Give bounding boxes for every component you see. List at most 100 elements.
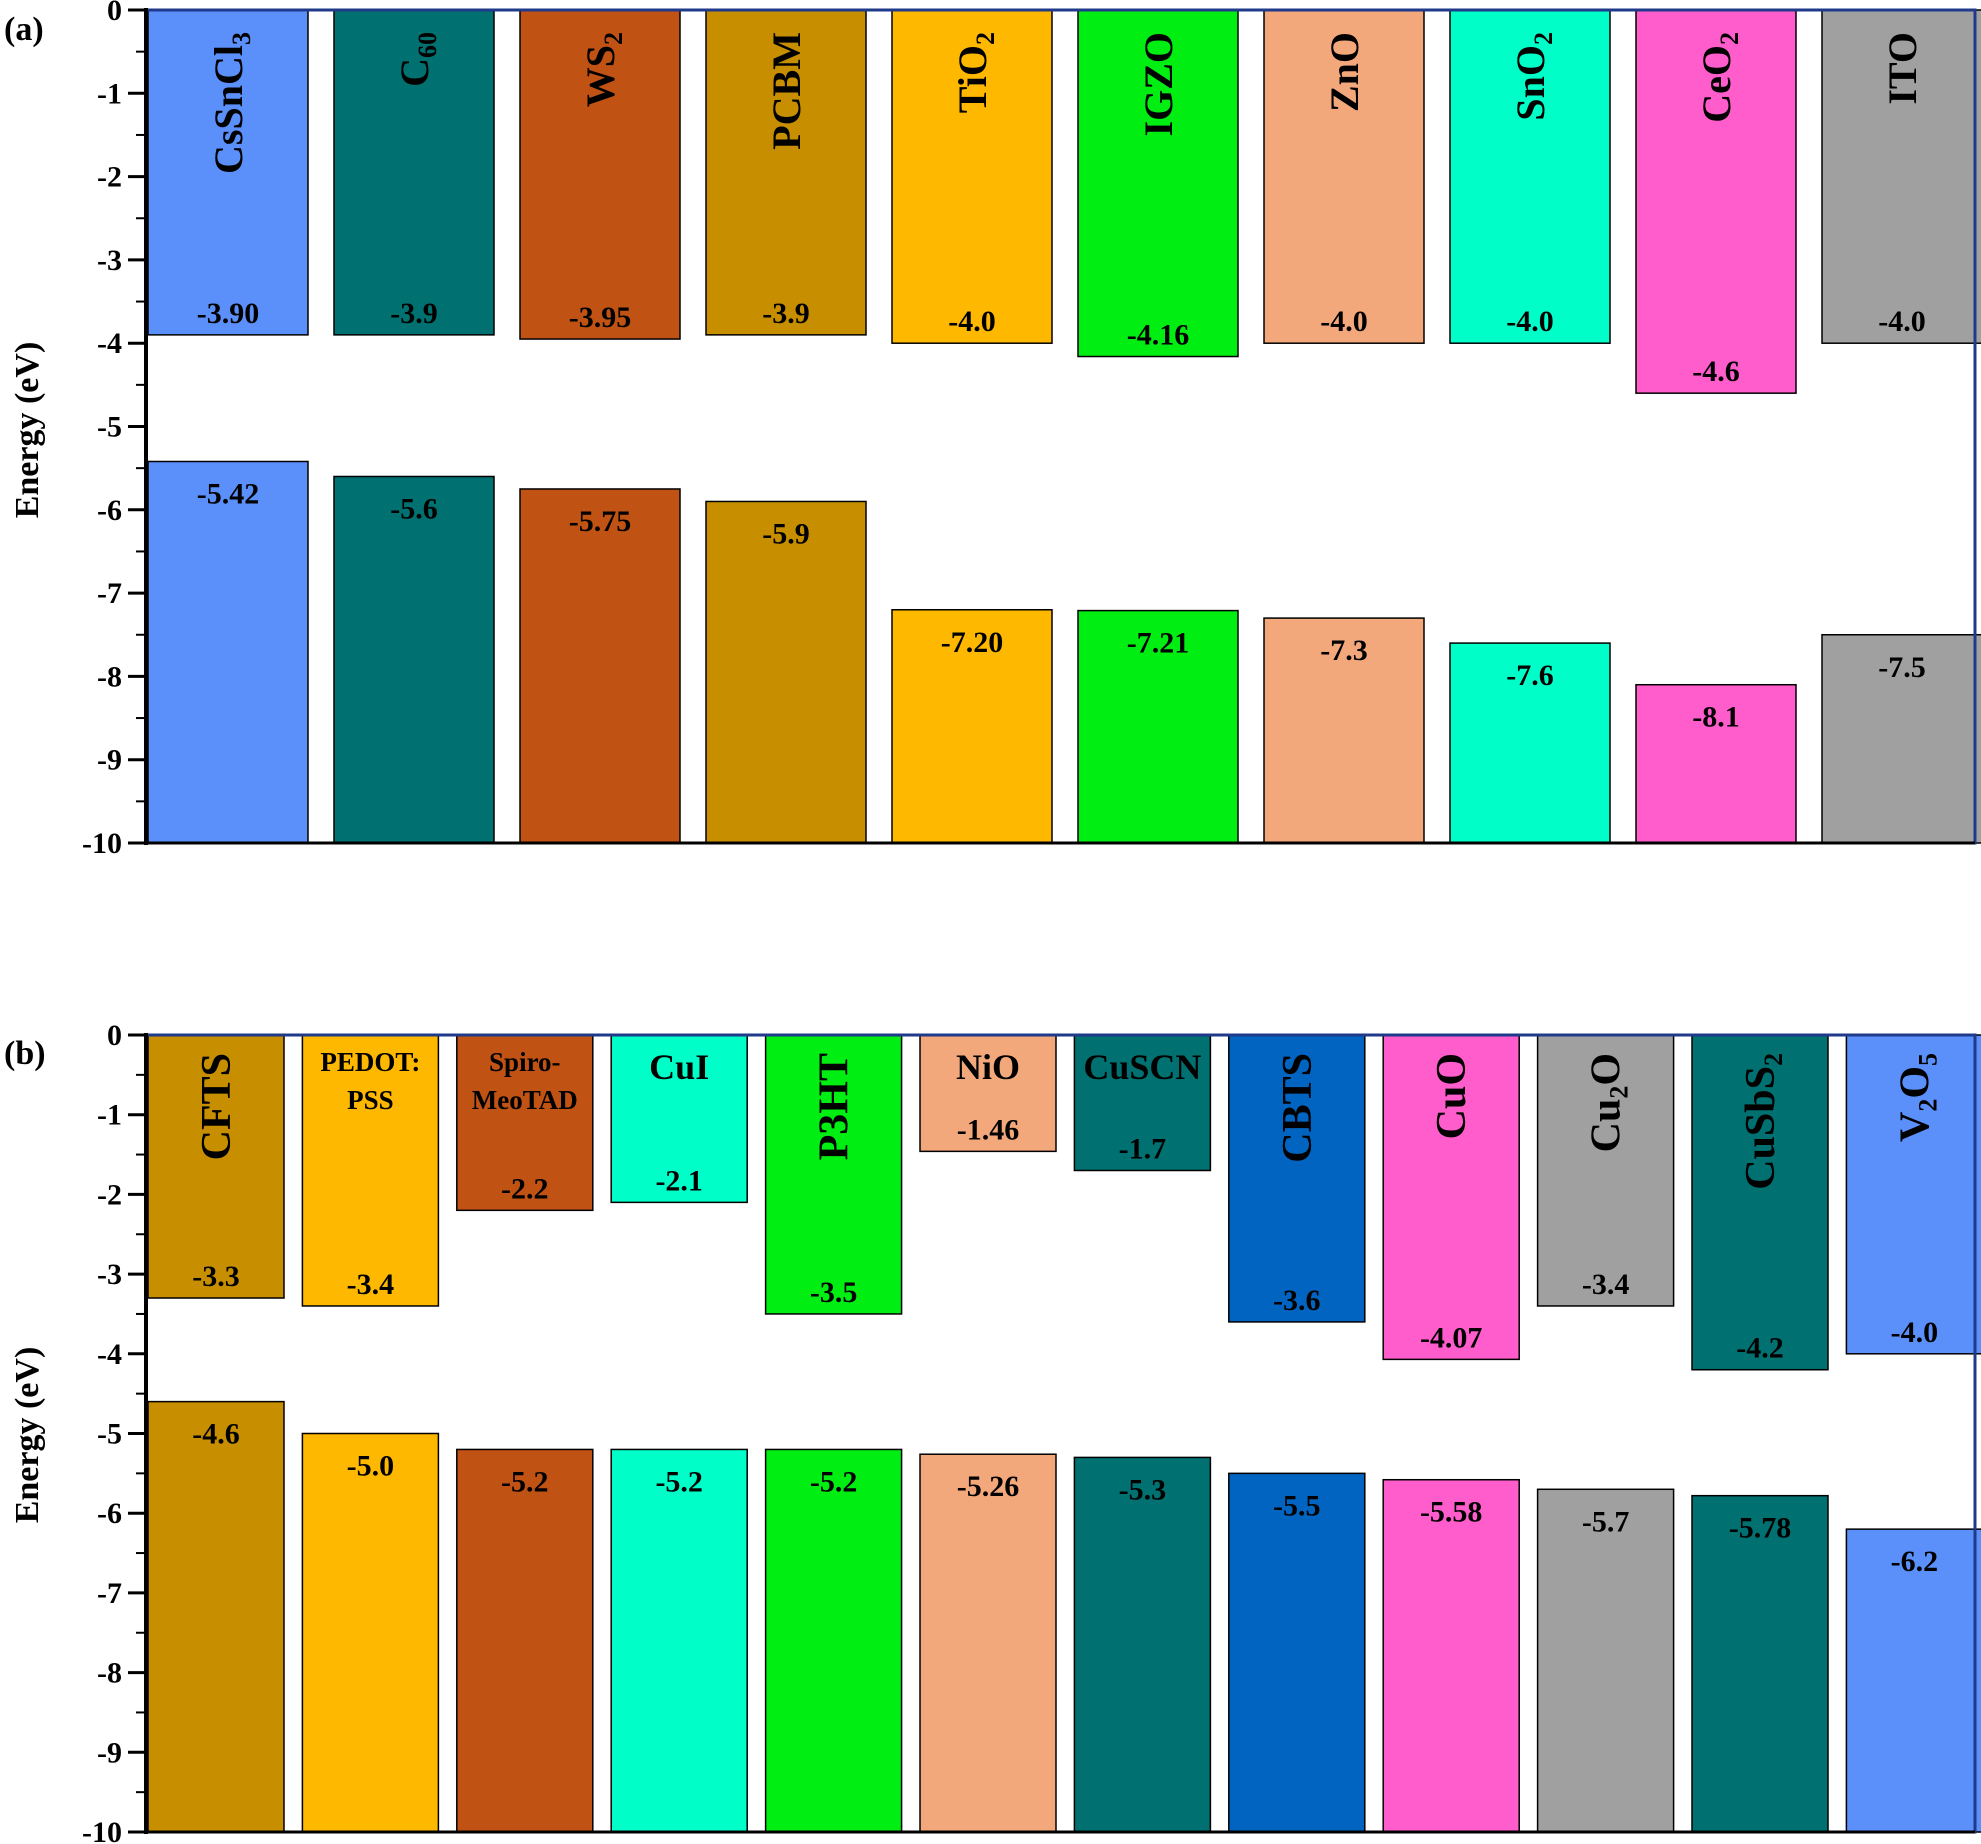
material-label: V2O5 [1892,1053,1942,1142]
cb-bar-spiromeotad [456,1034,594,1212]
vb-bar-cuscn [1073,1456,1212,1833]
vb-bar-zno [1263,617,1425,844]
vb-bar-p3ht [764,1448,903,1833]
material-label: TiO2 [950,32,1000,113]
material-label-line2: PSS [347,1085,394,1115]
material-label: CuSbS2 [1738,1053,1788,1190]
vb-value-label: -7.5 [1878,651,1926,684]
cb-value-label: -3.4 [1582,1268,1630,1301]
cb-value-label: -3.4 [347,1268,395,1301]
cb-bar-ito [1821,9,1981,344]
y-axis-title: Energy (eV) [9,1347,46,1524]
y-tick-label: -8 [97,1657,122,1690]
cb-bar-cuscn [1073,1034,1212,1172]
cb-value-label: -4.2 [1736,1332,1784,1365]
material-label: CuI [649,1047,709,1087]
material-label: C60 [392,32,442,87]
cb-value-label: -4.07 [1420,1321,1483,1354]
vb-value-label: -5.58 [1420,1496,1483,1529]
vb-bar-tio2 [891,609,1053,844]
vb-value-label: -5.7 [1582,1505,1630,1538]
y-tick-label: -4 [97,1338,122,1371]
cb-value-label: -4.0 [1320,305,1368,338]
y-tick-label: -3 [97,244,122,277]
material-label: ZnO [1322,32,1367,112]
vb-bar-sno2 [1449,642,1611,844]
vb-bar-cu2o [1536,1488,1675,1833]
y-tick-label: -5 [97,411,122,444]
vb-value-label: -5.42 [197,477,260,510]
cb-bar-ws2 [519,9,681,340]
vb-bar-cbts [1228,1472,1366,1833]
cb-value-label: -1.46 [957,1113,1020,1146]
cb-value-label: -2.2 [501,1172,549,1205]
vb-bar-igzo [1077,609,1239,844]
vb-value-label: -5.3 [1119,1473,1167,1506]
cb-value-label: -3.6 [1273,1284,1321,1317]
vb-bar-cssncl3 [147,460,309,844]
vb-value-label: -6.2 [1891,1545,1939,1578]
cb-bar-cbts [1228,1034,1366,1323]
material-label: PEDOT: [320,1047,420,1077]
material-label: CFTS [194,1053,240,1160]
cb-value-label: -3.5 [810,1276,858,1309]
material-label: Spiro- [489,1047,561,1077]
vb-value-label: -8.1 [1692,701,1740,734]
vb-value-label: -5.9 [762,517,810,550]
vb-bar-spiromeotad [456,1448,594,1833]
vb-bar-pedotpss [301,1432,440,1833]
y-tick-label: 0 [107,1019,122,1052]
y-axis-title: Energy (eV) [9,342,46,519]
vb-bar-ws2 [519,488,681,844]
cb-bar-cui [610,1034,748,1204]
y-tick-label: -3 [97,1258,122,1291]
cb-bar-cssncl3 [147,9,309,336]
material-label: WS2 [578,32,628,107]
y-tick-label: -8 [97,660,122,693]
cb-value-label: -3.95 [569,301,632,334]
y-tick-label: -2 [97,161,122,194]
vb-bar-cfts [147,1400,285,1833]
cb-value-label: -4.0 [1506,305,1554,338]
cb-bar-sno2 [1449,9,1611,344]
vb-bar-pcbm [705,500,867,844]
vb-value-label: -5.5 [1273,1489,1321,1522]
vb-value-label: -7.21 [1127,627,1190,660]
panel-b: -3.3 -4.6 CFTS -3.4 -5.0 PEDOT: PSS -2.2 -5.2 Spi… [4,1019,1981,1844]
material-label-line2: MeoTAD [472,1085,578,1115]
vb-bar-cusbs2 [1691,1494,1829,1833]
cb-value-label: -2.1 [655,1164,703,1197]
vb-value-label: -7.20 [941,626,1004,659]
y-tick-label: -4 [97,327,122,360]
vb-bar-ito [1821,634,1981,844]
y-tick-label: -1 [97,77,122,110]
cb-value-label: -3.3 [192,1260,240,1293]
material-label: P3HT [812,1053,858,1160]
cb-bar-zno [1263,9,1425,344]
cb-bar-p3ht [764,1034,903,1315]
vb-value-label: -7.3 [1320,634,1368,667]
y-tick-label: -1 [97,1099,122,1132]
cb-bar-cfts [147,1034,285,1299]
y-tick-label: -6 [97,1497,122,1530]
cb-value-label: -4.6 [1692,355,1740,388]
material-label: CuO [1429,1053,1475,1139]
y-tick-label: -9 [97,744,122,777]
vb-value-label: -4.6 [192,1418,240,1451]
y-tick-label: -9 [97,1736,122,1769]
panel-a: -3.90-5.42CsSnCl3-3.9-5.6C60-3.95-5.75WS… [4,0,1981,860]
panel-label: (a) [4,11,44,48]
material-label: CuSCN [1083,1047,1201,1087]
material-label: IGZO [1136,32,1181,136]
cb-value-label: -4.0 [948,305,996,338]
panel-label: (b) [4,1035,46,1072]
y-tick-label: -2 [97,1178,122,1211]
cb-bar-pcbm [705,9,867,336]
cb-bar-v2o5 [1845,1034,1981,1355]
vb-value-label: -7.6 [1506,659,1554,692]
vb-value-label: -5.2 [501,1465,549,1498]
cb-bar-tio2 [891,9,1053,344]
vb-bar-nio [919,1453,1057,1833]
y-tick-label: -7 [97,1577,122,1610]
